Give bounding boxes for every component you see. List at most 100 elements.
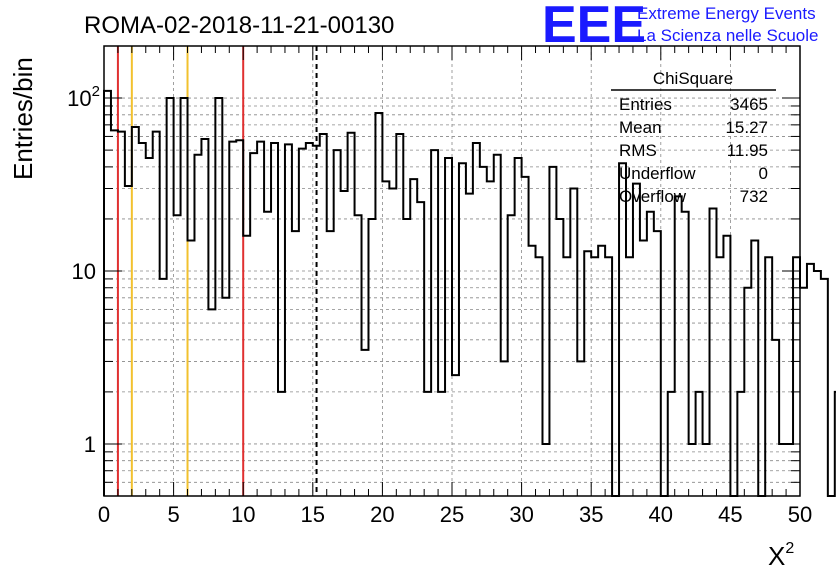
histogram-bin [570,188,577,496]
histogram-bin [208,309,215,496]
y-tick-label: 1 [84,432,96,457]
logo-letters: EEE [542,0,646,54]
x-axis-label: X2 [768,540,794,571]
histogram-bin [647,212,654,496]
x-axis-ticks: 0 5 10 15 20 25 30 35 40 45 50 [98,46,812,527]
stats-title: ChiSquare [653,69,733,88]
histogram-bin [362,350,369,496]
histogram-bin [104,91,111,496]
stats-label: RMS [619,141,657,160]
histogram-bin [215,98,222,496]
histogram-bin [167,98,174,496]
histogram-bin [591,257,598,496]
chart-title: ROMA-02-2018-11-21-00130 [84,12,394,39]
x-tick-label: 35 [579,502,603,527]
stats-label: Overflow [619,187,687,206]
histogram-bin [682,212,689,496]
x-tick-label: 25 [440,502,464,527]
histogram-bin [375,113,382,496]
eee-logo: EEE Extreme Energy Events La Scienza nel… [542,0,818,54]
histogram-bin [549,167,556,496]
histogram-bin [494,155,501,496]
histogram-bin [716,257,723,496]
histogram-bin [536,257,543,496]
histogram-bin [605,257,612,496]
histogram-bin [772,340,779,496]
histogram-bin [271,143,278,496]
stats-label: Mean [619,118,662,137]
histogram-bin [285,144,292,496]
x-tick-label: 0 [98,502,110,527]
stats-rows: Entries 3465 Mean 15.27 RMS 11.95 Underflow 0 Ov… [619,95,768,206]
y-tick-label-exponent: 2 [92,83,100,100]
stats-value: 732 [740,187,768,206]
x-tick-label: 45 [718,502,742,527]
histogram-bin [146,158,153,496]
histogram-bin [821,279,828,496]
histogram-bin [508,215,515,496]
histogram-bin [473,143,480,496]
histogram-bin [111,130,118,496]
histogram-bin [522,177,529,496]
y-tick-label-base: 10 [67,86,91,111]
histogram-bin [382,181,389,496]
histogram-bin [445,158,452,496]
histogram-bin [257,142,264,496]
x-tick-label: 15 [301,502,325,527]
histogram-bin [793,257,800,496]
histogram-bin [765,257,772,496]
histogram-bin [403,219,410,496]
histogram-bin [459,163,466,496]
histogram-bin [389,188,396,496]
histogram-bin [174,215,181,496]
histogram-bin [250,153,257,496]
histogram-bin [243,236,250,496]
histogram-bin [132,127,139,496]
histogram-bin [626,257,633,496]
histogram-bin [229,142,236,496]
histogram-bin [487,181,494,496]
x-tick-label: 10 [231,502,255,527]
histogram-bin [153,132,160,496]
histogram-bin [410,179,417,496]
logo-line-1: Extreme Energy Events [637,4,816,23]
y-tick-label: 10 [72,259,96,284]
histogram-bin [556,219,563,496]
y-tick-label-base: 10 [72,259,96,284]
stats-box: ChiSquare Entries 3465 Mean 15.27 RMS 11.95 Un… [611,69,776,206]
histogram-bin [814,271,821,496]
x-axis-label-base: X [768,541,785,571]
x-tick-label: 20 [370,502,394,527]
histogram-bin [236,140,243,496]
histogram-bin [480,167,487,496]
histogram-bin [466,194,473,496]
histogram-bin [348,133,355,496]
histogram-bin [139,143,146,496]
histogram-bin [598,246,605,496]
histogram-bin [125,186,132,496]
stats-value: 0 [759,164,768,183]
y-tick-label: 102 [67,83,100,111]
logo-line-2: La Scienza nelle Scuole [637,26,818,45]
x-tick-label: 5 [167,502,179,527]
stats-value: 15.27 [725,118,768,137]
histogram-bin [118,132,125,496]
y-axis-label: Entries/bin [8,57,38,180]
stats-label: Underflow [619,164,696,183]
histogram-bin [201,139,208,496]
histogram-bin [675,196,682,496]
histogram-bin [563,257,570,496]
x-axis-label-exponent: 2 [785,540,794,557]
histogram-bin [577,361,584,496]
histogram-bin [355,215,362,496]
histogram-bin [160,279,167,496]
histogram-bin [452,375,459,496]
histogram-bin [306,143,313,496]
histogram-bin [368,219,375,496]
histogram-bin [264,212,271,496]
histogram-bin [341,191,348,496]
histogram-outline [103,89,836,497]
y-tick-label-base: 1 [84,432,96,457]
histogram-bin [800,288,807,496]
